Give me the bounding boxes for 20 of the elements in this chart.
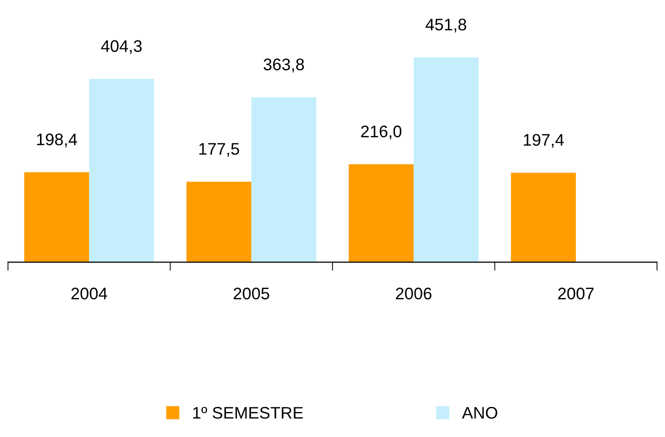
bar (186, 182, 252, 262)
data-label: 363,8 (264, 58, 304, 72)
data-label: 216,0 (361, 126, 402, 140)
data-label: 197,4 (524, 134, 564, 148)
data-label: 404,3 (101, 40, 142, 54)
x-tick-label: 2004 (71, 288, 108, 300)
x-tick-label: 2005 (234, 288, 270, 300)
x-tick-label: 2006 (396, 288, 432, 300)
data-label: 177,5 (199, 143, 240, 157)
bar (414, 57, 479, 262)
bar (251, 97, 316, 262)
legend-label: 1º SEMESTRE (193, 406, 303, 419)
x-tick-label: 2007 (558, 288, 594, 300)
data-label: 451,8 (426, 18, 466, 32)
bar (89, 78, 154, 262)
data-label: 198,4 (37, 134, 78, 148)
bar (510, 172, 576, 262)
bar (24, 172, 90, 262)
legend-label: ANO (462, 406, 498, 419)
bar (348, 164, 414, 262)
